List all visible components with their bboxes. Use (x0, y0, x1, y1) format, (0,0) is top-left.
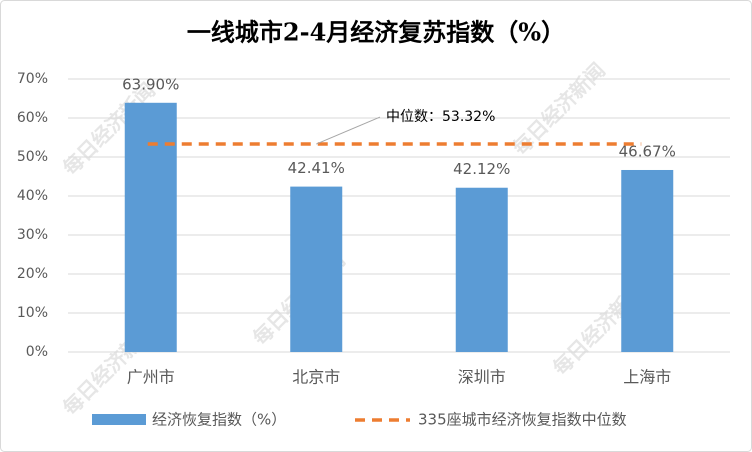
bar (290, 186, 343, 352)
bar (621, 169, 674, 352)
y-tick-label: 70% (17, 71, 48, 87)
annotation: 中位数：53.32% (386, 109, 495, 125)
y-tick-label: 20% (17, 266, 48, 282)
chart-title: 一线城市2-4月经济复苏指数（%） (187, 18, 565, 47)
x-tick-label: 深圳市 (458, 368, 506, 387)
x-tick-label: 广州市 (127, 368, 175, 387)
y-tick-label: 0% (26, 344, 48, 360)
x-tick-label: 北京市 (292, 368, 340, 387)
y-tick-label: 10% (17, 305, 48, 321)
bar (124, 102, 177, 352)
y-tick-label: 60% (17, 110, 48, 126)
annotation-leader (316, 116, 381, 145)
legend-label: 经济恢复指数（%） (152, 411, 286, 429)
value-label: 42.41% (288, 159, 345, 177)
value-label: 63.90% (122, 75, 179, 93)
value-label: 46.67% (619, 142, 676, 160)
bar (455, 187, 508, 352)
x-tick-label: 上海市 (623, 368, 671, 387)
y-tick-label: 30% (17, 227, 48, 243)
legend-swatch (92, 414, 146, 425)
legend-label: 335座城市经济恢复指数中位数 (418, 411, 627, 429)
y-tick-label: 50% (17, 149, 48, 165)
value-label: 42.12% (453, 160, 510, 178)
y-tick-label: 40% (17, 188, 48, 204)
